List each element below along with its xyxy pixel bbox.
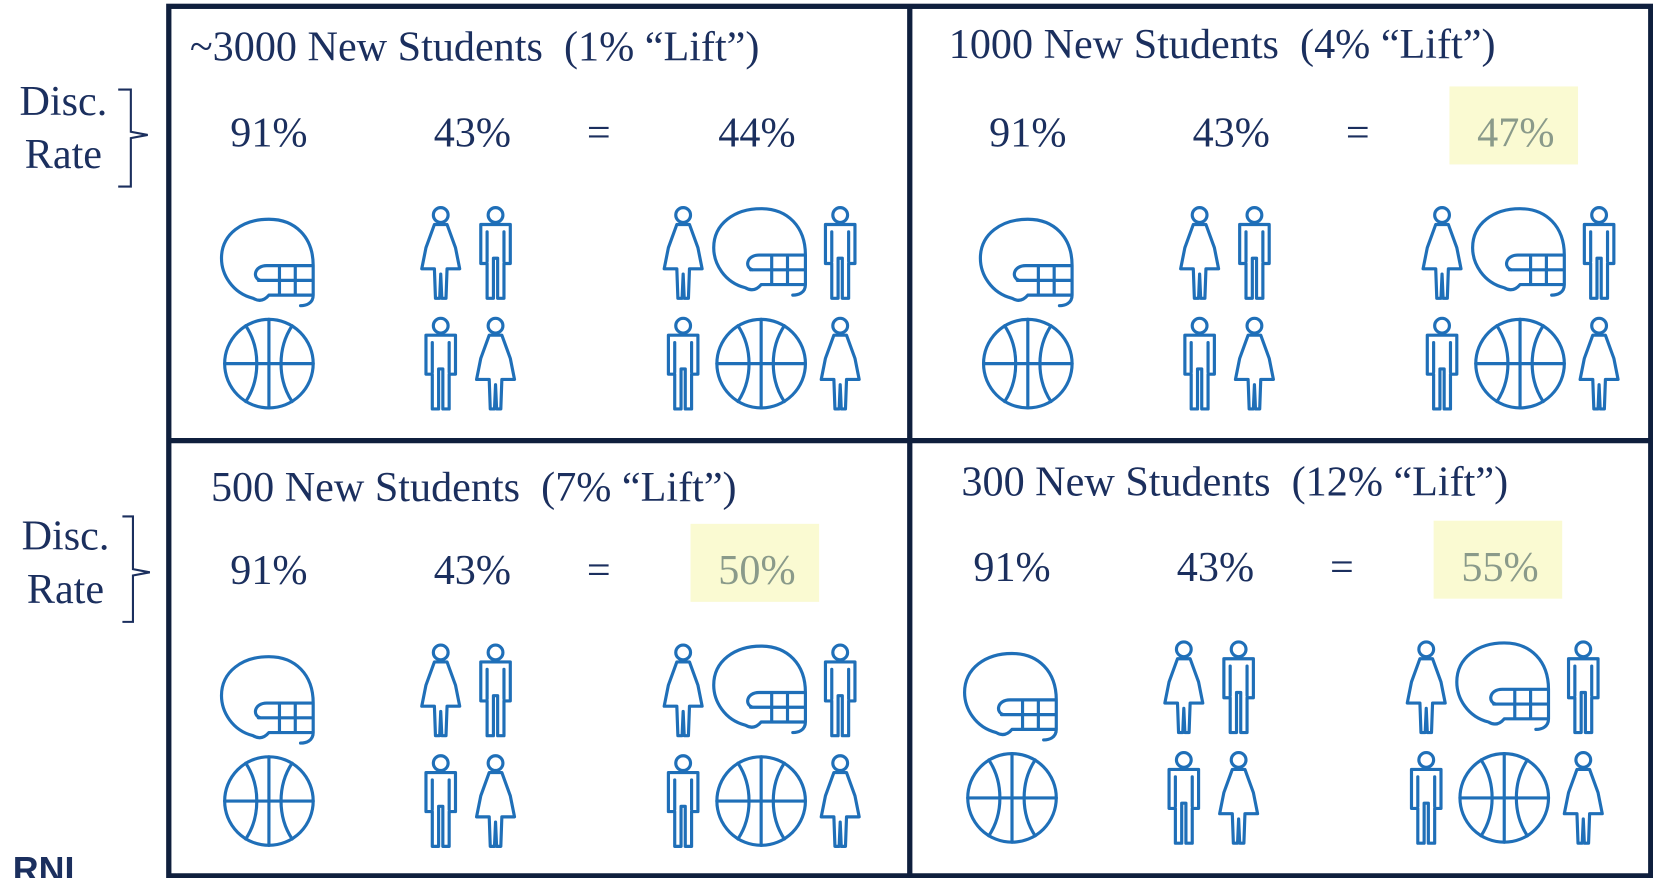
icon-male	[1566, 640, 1600, 735]
bracket	[118, 88, 148, 188]
side-label: Disc.	[22, 512, 110, 559]
icon-male	[479, 206, 512, 300]
icon-helmet	[712, 644, 808, 735]
icon-male	[1222, 640, 1255, 735]
icon-male	[666, 754, 700, 848]
icon-female	[1218, 750, 1260, 845]
panel-title: 300 New Students (12% “Lift”)	[961, 459, 1508, 506]
icon-ball	[981, 317, 1074, 410]
retention-rate: 43%	[434, 547, 511, 594]
icon-female	[474, 316, 517, 411]
icon-male	[1238, 206, 1271, 300]
icon-helmet	[1471, 207, 1566, 297]
icon-male	[1183, 316, 1216, 411]
discount-rate: 91%	[973, 544, 1050, 591]
icon-helmet	[712, 207, 808, 297]
equals: =	[1346, 110, 1370, 157]
icon-helmet	[219, 217, 315, 308]
icon-ball	[223, 317, 315, 410]
icon-male	[823, 643, 857, 738]
side-label: Disc.	[19, 78, 107, 125]
icon-female	[420, 643, 462, 738]
result-rate: 55%	[1461, 544, 1538, 591]
icon-ball	[1474, 317, 1566, 410]
icon-male	[424, 316, 458, 411]
retention-rate: 43%	[434, 110, 511, 157]
icon-female	[1578, 316, 1620, 411]
icon-female	[1163, 640, 1205, 735]
result-rate: 47%	[1477, 110, 1554, 157]
icon-female	[1233, 316, 1275, 411]
discount-rate: 91%	[989, 110, 1066, 157]
retention-rate: 43%	[1177, 544, 1254, 591]
equals: =	[1330, 544, 1354, 591]
highlight	[690, 523, 820, 602]
icon-ball	[223, 755, 315, 847]
icon-helmet	[1455, 641, 1551, 731]
logo: RNL	[13, 850, 87, 878]
icon-ball	[715, 755, 808, 847]
icon-ball	[966, 752, 1058, 844]
panel-title: 500 New Students (7% “Lift”)	[211, 464, 737, 511]
icon-male	[1409, 750, 1443, 845]
equals: =	[587, 110, 611, 157]
icon-ball	[715, 317, 808, 410]
icon-male	[479, 643, 512, 738]
icon-helmet	[978, 217, 1074, 308]
icon-male	[1582, 206, 1616, 300]
icon-helmet	[962, 651, 1058, 742]
discount-rate: 91%	[230, 110, 307, 157]
icon-female	[1421, 206, 1463, 300]
icon-male	[823, 206, 857, 300]
icon-female	[1179, 206, 1221, 300]
icon-female	[662, 643, 704, 738]
icon-female	[819, 754, 861, 848]
icon-female	[662, 206, 704, 300]
icon-male	[1167, 750, 1201, 845]
bracket	[122, 515, 151, 623]
result-rate: 44%	[718, 110, 795, 157]
icon-female	[1405, 640, 1447, 735]
discount-rate: 91%	[230, 547, 307, 594]
result-rate: 50%	[718, 547, 795, 594]
side-label: Rate	[27, 566, 104, 613]
panel-title: 1000 New Students (4% “Lift”)	[949, 21, 1496, 68]
icon-female	[474, 754, 517, 848]
icon-female	[1562, 750, 1604, 845]
highlight	[1433, 520, 1563, 599]
equals: =	[587, 547, 611, 594]
icon-male	[424, 754, 458, 848]
icon-male	[1425, 316, 1459, 411]
retention-rate: 43%	[1193, 110, 1270, 157]
icon-ball	[1458, 752, 1551, 844]
icon-helmet	[219, 655, 315, 745]
highlight	[1449, 86, 1579, 165]
icon-male	[666, 316, 700, 411]
icon-female	[819, 316, 861, 411]
icon-female	[420, 206, 462, 300]
panel-title: ~3000 New Students (1% “Lift”)	[190, 23, 760, 70]
side-label: Rate	[25, 131, 102, 178]
